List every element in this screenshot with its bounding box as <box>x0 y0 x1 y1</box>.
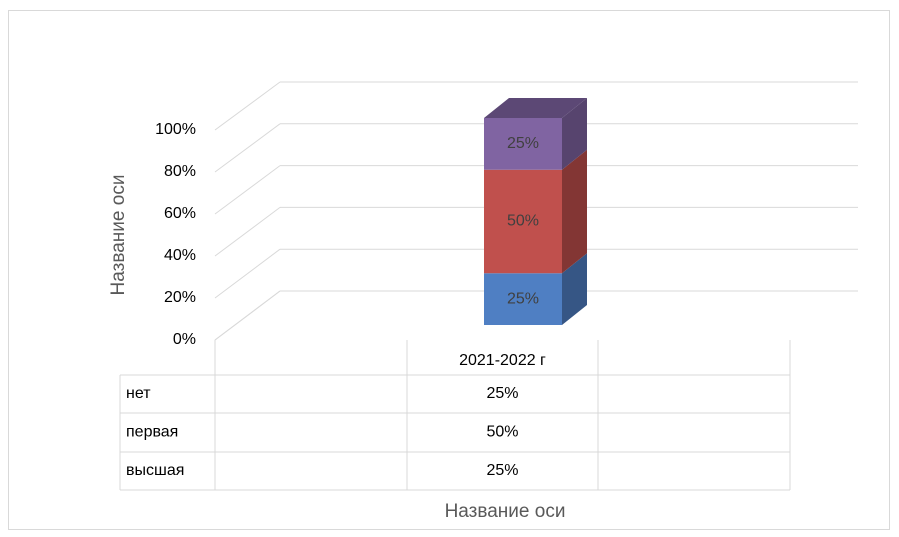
grid-line-side <box>214 123 281 173</box>
y-tick-label: 100% <box>155 121 196 138</box>
table-series-name: первая <box>126 424 178 441</box>
y-tick-label: 0% <box>173 331 196 348</box>
value-label: 50% <box>507 213 539 230</box>
bar-top <box>484 98 587 118</box>
table-series-name: высшая <box>126 462 184 479</box>
grid-line-side <box>214 81 281 131</box>
bar-side <box>562 98 587 170</box>
y-axis-title: Название оси <box>108 175 129 296</box>
x-axis-title: Название оси <box>445 501 566 522</box>
value-label: 25% <box>507 135 539 152</box>
bar-segment <box>484 273 562 325</box>
bar-side <box>562 149 587 274</box>
grid-line-side <box>214 165 281 215</box>
chart-frame <box>8 10 890 530</box>
table-value: 25% <box>486 385 518 402</box>
y-tick-label: 40% <box>164 247 196 264</box>
bar-segment <box>484 169 562 274</box>
y-tick-label: 20% <box>164 289 196 306</box>
value-label: 25% <box>507 290 539 307</box>
grid-line-side <box>214 248 281 299</box>
floor-edge <box>214 290 281 341</box>
y-tick-label: 60% <box>164 205 196 222</box>
bar-side <box>562 253 587 325</box>
table-value: 25% <box>486 462 518 479</box>
table-value: 50% <box>486 424 518 441</box>
grid-line-side <box>214 206 281 257</box>
bar-segment <box>484 118 562 170</box>
table-category: 2021-2022 г <box>459 352 546 369</box>
y-tick-label: 80% <box>164 163 196 180</box>
table-series-name: нет <box>126 385 151 402</box>
